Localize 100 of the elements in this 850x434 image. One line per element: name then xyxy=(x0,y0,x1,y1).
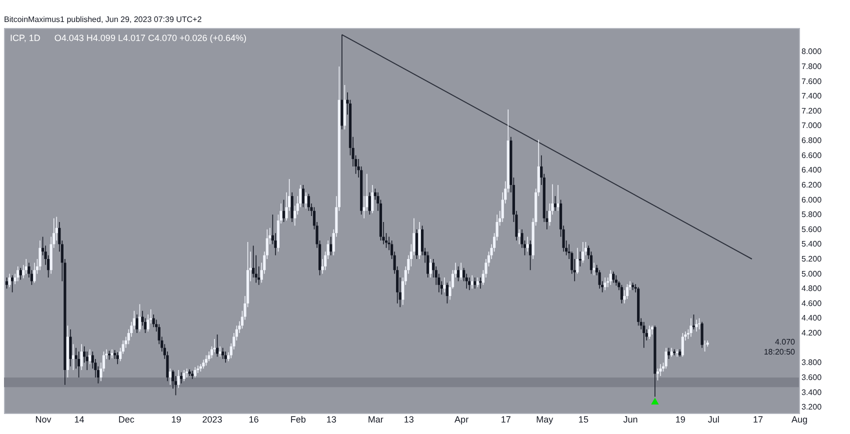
candlestick xyxy=(626,284,629,300)
candlestick xyxy=(371,184,374,214)
candlestick xyxy=(11,274,14,293)
x-tick-label: 14 xyxy=(74,414,84,424)
x-tick-label: 2023 xyxy=(202,414,222,424)
candlestick xyxy=(16,266,20,282)
candlestick xyxy=(554,196,557,212)
candlestick xyxy=(526,236,529,252)
candlestick xyxy=(136,314,138,334)
y-tick-label: 6.000 xyxy=(802,195,822,204)
candlestick xyxy=(578,251,582,267)
candlestick xyxy=(168,368,172,386)
y-tick-label: 7.000 xyxy=(802,121,822,130)
y-tick-label: 6.400 xyxy=(802,166,822,175)
y-tick-label: 6.200 xyxy=(802,180,822,190)
candlestick xyxy=(224,351,227,364)
candlestick xyxy=(368,192,371,215)
candlestick xyxy=(446,282,449,304)
x-tick-label: Dec xyxy=(118,414,135,424)
x-tick-label: Jun xyxy=(623,414,638,424)
candlestick xyxy=(69,328,72,367)
candlestick xyxy=(38,240,42,271)
x-tick-label: 17 xyxy=(752,414,763,424)
x-tick-label: 13 xyxy=(326,414,336,424)
candlestick xyxy=(582,242,584,264)
candlestick xyxy=(468,277,471,290)
candlestick xyxy=(648,325,651,340)
y-tick-label: 3.200 xyxy=(802,402,822,412)
candlestick xyxy=(330,236,332,256)
candlestick xyxy=(429,258,432,278)
x-tick-label: 19 xyxy=(171,414,182,424)
y-tick-label: 4.400 xyxy=(802,314,822,323)
candlestick xyxy=(470,274,474,290)
text: BitcoinMaximus1 published, Jun 29, 2023 07:39 UTC+2 xyxy=(4,15,202,24)
y-tick-label: 4.600 xyxy=(802,298,822,308)
candlestick xyxy=(282,199,286,222)
y-tick-label: 8.000 xyxy=(802,47,822,56)
candlestick xyxy=(592,262,596,276)
x-tick-label: Aug xyxy=(791,414,808,424)
candlestick xyxy=(77,351,80,378)
candlestick xyxy=(609,270,612,286)
x-tick-label: Nov xyxy=(35,414,52,424)
candlestick xyxy=(620,284,624,304)
candlestick xyxy=(80,344,83,370)
candlestick xyxy=(72,344,75,370)
text: O4.043 H4.099 L4.017 C4.070 +0.026 (+0.64%) xyxy=(54,33,247,43)
candlestick xyxy=(668,347,670,360)
y-tick-label: 6.800 xyxy=(802,136,822,146)
y-tick-label: 4.200 xyxy=(802,328,822,338)
annotation: 18:20:50 xyxy=(764,348,796,357)
candlestick xyxy=(659,364,662,376)
candlestick xyxy=(700,322,704,348)
candlestick xyxy=(180,372,183,384)
candlestick xyxy=(290,192,294,222)
y-tick-label: 5.000 xyxy=(802,269,822,278)
candlestick xyxy=(8,273,11,288)
candlestick xyxy=(690,318,692,338)
y-tick-label: 5.200 xyxy=(802,254,822,264)
candlestick xyxy=(695,319,698,332)
candlestick xyxy=(476,277,479,288)
x-tick-label: Apr xyxy=(454,414,469,424)
candlestick xyxy=(656,368,660,381)
candlestick xyxy=(704,340,706,352)
x-tick-label: May xyxy=(536,414,554,424)
y-tick-label: 6.600 xyxy=(802,150,822,160)
candlestick xyxy=(194,366,196,378)
candlestick xyxy=(576,247,579,274)
candlestick xyxy=(518,228,521,245)
y-tick-label: 5.800 xyxy=(802,210,822,220)
y-tick-label: 3.400 xyxy=(802,388,822,397)
x-tick-label: Mar xyxy=(368,414,384,424)
candlestick xyxy=(681,332,684,358)
candlestick xyxy=(426,251,430,278)
y-tick-label: 3.800 xyxy=(802,358,822,368)
y-tick-label: 5.600 xyxy=(802,224,822,234)
x-tick-label: 19 xyxy=(675,414,686,424)
candlestick xyxy=(664,347,668,369)
candlestick xyxy=(33,262,36,284)
candlestick xyxy=(204,354,208,366)
candlestick xyxy=(556,184,560,212)
y-tick-label: 5.400 xyxy=(802,240,822,249)
candlestick xyxy=(19,267,22,280)
candlestick xyxy=(177,370,180,388)
candlestick xyxy=(24,258,28,274)
y-tick-label: 7.200 xyxy=(802,106,822,116)
x-tick-label: 16 xyxy=(248,414,259,424)
y-tick-label: 4.800 xyxy=(802,284,822,294)
candlestick xyxy=(152,314,155,328)
candlestick xyxy=(138,304,142,332)
annotation: 4.070 xyxy=(774,338,796,347)
candlestick xyxy=(415,228,418,260)
candlestick xyxy=(218,346,222,358)
candlestick xyxy=(676,348,678,358)
x-tick-label: 15 xyxy=(578,414,588,424)
candlestick xyxy=(5,277,8,290)
candlestick xyxy=(302,184,304,208)
candlestick xyxy=(222,347,224,360)
x-tick-label: Jul xyxy=(708,414,720,424)
candlestick xyxy=(474,277,476,290)
y-tick-label: 3.600 xyxy=(802,372,822,382)
